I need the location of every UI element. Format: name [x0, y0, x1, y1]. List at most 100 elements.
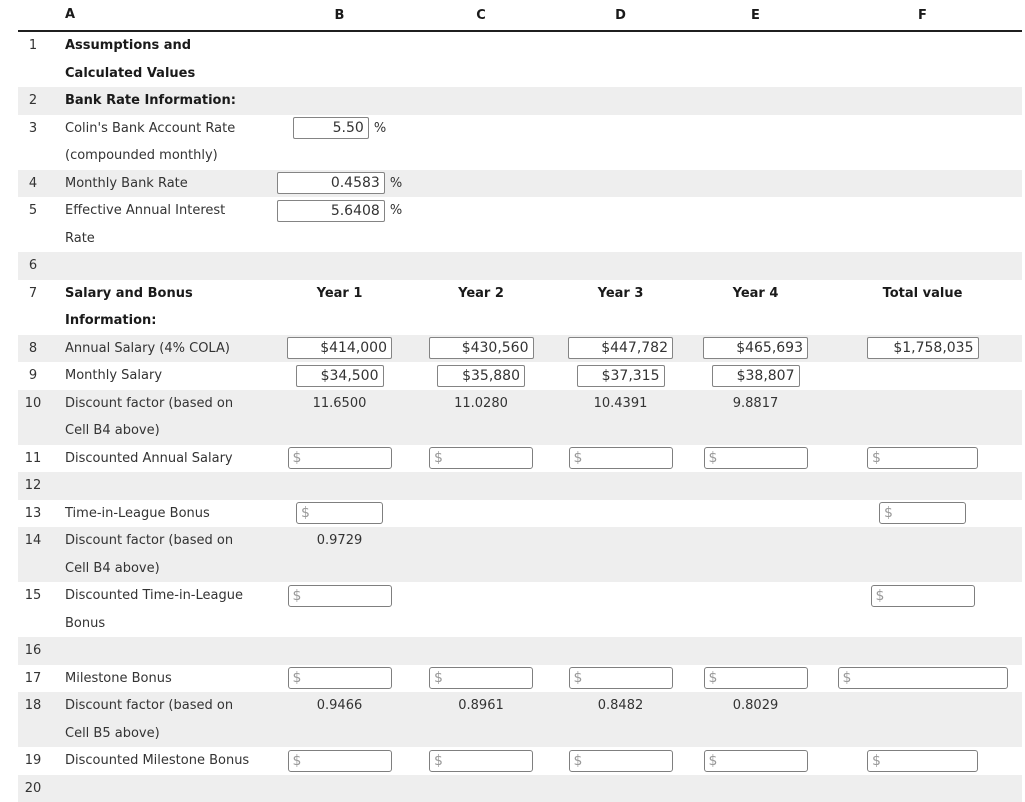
effective-annual-rate-input[interactable]	[277, 200, 385, 222]
table-row: 2 Bank Rate Information:	[18, 87, 1022, 115]
discount-factor-value: 9.8817	[688, 390, 823, 418]
row-label: Effective Annual Interest Rate	[48, 197, 270, 252]
row-number: 5	[18, 197, 48, 225]
discounted-annual-salary-year1-input[interactable]	[288, 447, 392, 469]
row-label: Discount factor (based on Cell B5 above)	[48, 692, 270, 747]
table-row: 3 Colin's Bank Account Rate (compounded …	[18, 115, 1022, 170]
discounted-milestone-bonus-total-input[interactable]	[867, 750, 978, 772]
discounted-milestone-bonus-year1-input[interactable]	[288, 750, 392, 772]
discounted-milestone-bonus-year4-input[interactable]	[704, 750, 808, 772]
table-row: 6	[18, 252, 1022, 280]
monthly-bank-rate-input[interactable]	[277, 172, 385, 194]
row-label: Salary and Bonus Information:	[48, 280, 270, 335]
discounted-annual-salary-year4-input[interactable]	[704, 447, 808, 469]
discounted-milestone-bonus-year3-input[interactable]	[569, 750, 673, 772]
column-header-row: A B C D E F	[18, 0, 1022, 32]
row-label: Assumptions and Calculated Values	[48, 32, 270, 87]
table-row: 7 Salary and Bonus Information: Year 1 Y…	[18, 280, 1022, 335]
discount-factor-value: 0.8482	[553, 692, 688, 720]
monthly-salary-year4-input[interactable]	[712, 365, 800, 387]
row-label: Monthly Bank Rate	[48, 170, 270, 198]
discounted-annual-salary-year3-input[interactable]	[569, 447, 673, 469]
annual-salary-year2-input[interactable]	[429, 337, 534, 359]
column-header-e: E	[688, 1, 823, 29]
row-label: Time-in-League Bonus	[48, 500, 270, 528]
time-in-league-bonus-total-input[interactable]	[879, 502, 966, 524]
milestone-bonus-total-input[interactable]	[838, 667, 1008, 689]
row-label: Monthly Salary	[48, 362, 270, 390]
row-number: 14	[18, 527, 48, 555]
milestone-bonus-year1-input[interactable]	[288, 667, 392, 689]
percent-unit: %	[374, 121, 386, 136]
monthly-salary-year2-input[interactable]	[437, 365, 525, 387]
discount-factor-value: 0.8029	[688, 692, 823, 720]
row-number: 13	[18, 500, 48, 528]
monthly-salary-year3-input[interactable]	[577, 365, 665, 387]
table-row: 19 Discounted Milestone Bonus	[18, 747, 1022, 775]
row-number: 6	[18, 252, 48, 280]
year3-header: Year 3	[553, 280, 688, 308]
row-number: 20	[18, 775, 48, 802]
table-row: 18 Discount factor (based on Cell B5 abo…	[18, 692, 1022, 747]
row-label: Annual Salary (4% COLA)	[48, 335, 270, 363]
row-number: 16	[18, 637, 48, 665]
annual-salary-year3-input[interactable]	[568, 337, 673, 359]
time-in-league-bonus-year1-input[interactable]	[296, 502, 383, 524]
annual-salary-year4-input[interactable]	[703, 337, 808, 359]
column-header-c: C	[409, 1, 553, 29]
row-label: Colin's Bank Account Rate (compounded mo…	[48, 115, 270, 170]
discounted-annual-salary-year2-input[interactable]	[429, 447, 533, 469]
discount-factor-value: 0.9466	[270, 692, 409, 720]
row-label: Discounted Annual Salary	[48, 445, 270, 473]
discounted-annual-salary-total-input[interactable]	[867, 447, 978, 469]
monthly-salary-year1-input[interactable]	[296, 365, 384, 387]
percent-unit: %	[390, 176, 402, 191]
row-number: 3	[18, 115, 48, 143]
milestone-bonus-year2-input[interactable]	[429, 667, 533, 689]
table-row: 8 Annual Salary (4% COLA)	[18, 335, 1022, 363]
table-row: 11 Discounted Annual Salary	[18, 445, 1022, 473]
year4-header: Year 4	[688, 280, 823, 308]
total-value-header: Total value	[823, 280, 1022, 308]
row-number: 17	[18, 665, 48, 693]
discount-factor-value: 11.0280	[409, 390, 553, 418]
row-label: Discounted Time-in-League Bonus	[48, 582, 270, 637]
table-row: 15 Discounted Time-in-League Bonus	[18, 582, 1022, 637]
discount-factor-value: 11.6500	[270, 390, 409, 418]
row-number: 15	[18, 582, 48, 610]
percent-unit: %	[390, 203, 402, 218]
row-number: 1	[18, 32, 48, 60]
column-header-d: D	[553, 1, 688, 29]
annual-salary-year1-input[interactable]	[287, 337, 392, 359]
discounted-til-bonus-year1-input[interactable]	[288, 585, 392, 607]
table-row: 13 Time-in-League Bonus	[18, 500, 1022, 528]
table-row: 12	[18, 472, 1022, 500]
row-number: 4	[18, 170, 48, 198]
milestone-bonus-year4-input[interactable]	[704, 667, 808, 689]
year2-header: Year 2	[409, 280, 553, 308]
discounted-til-bonus-total-input[interactable]	[871, 585, 975, 607]
row-number: 7	[18, 280, 48, 308]
row-number: 9	[18, 362, 48, 390]
row-number: 8	[18, 335, 48, 363]
table-row: 16	[18, 637, 1022, 665]
table-row: 1 Assumptions and Calculated Values	[18, 32, 1022, 87]
row-number: 10	[18, 390, 48, 418]
table-row: 5 Effective Annual Interest Rate %	[18, 197, 1022, 252]
row-label: Discount factor (based on Cell B4 above)	[48, 390, 270, 445]
bank-account-rate-input[interactable]	[293, 117, 369, 139]
row-number: 11	[18, 445, 48, 473]
discounted-milestone-bonus-year2-input[interactable]	[429, 750, 533, 772]
milestone-bonus-year3-input[interactable]	[569, 667, 673, 689]
row-number: 19	[18, 747, 48, 775]
column-header-b: B	[270, 1, 409, 29]
discount-factor-value: 0.8961	[409, 692, 553, 720]
table-row: 20	[18, 775, 1022, 802]
year1-header: Year 1	[270, 280, 409, 308]
row-label: Discount factor (based on Cell B4 above)	[48, 527, 270, 582]
annual-salary-total-input[interactable]	[867, 337, 979, 359]
row-label: Bank Rate Information:	[48, 87, 270, 115]
table-row: 17 Milestone Bonus	[18, 665, 1022, 693]
column-header-f: F	[823, 1, 1022, 29]
